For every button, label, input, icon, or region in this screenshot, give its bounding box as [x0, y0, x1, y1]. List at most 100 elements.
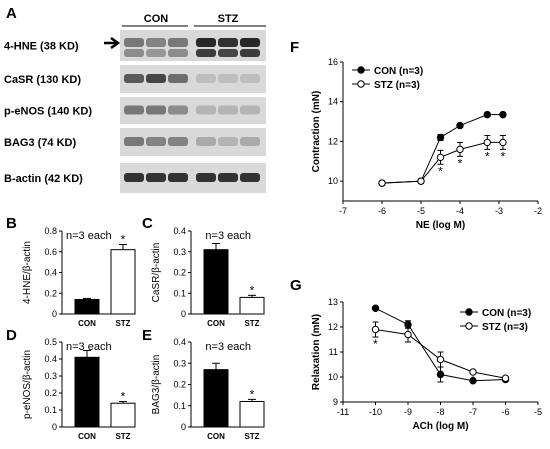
bar-con	[74, 356, 100, 428]
y-tick-label: 0.4	[44, 354, 57, 364]
x-axis-label: ACh (log M)	[412, 421, 468, 432]
x-tick-label: STZ	[115, 432, 130, 441]
x-tick-label: -5	[534, 407, 542, 417]
y-tick-label: 0.6	[44, 247, 57, 257]
bar-con	[203, 249, 229, 315]
y-axis-label: CaSR/β-actin	[151, 243, 162, 303]
blot-band	[146, 173, 166, 182]
y-axis-label: 4-HNE/β-actin	[22, 241, 33, 304]
blot-band	[124, 137, 144, 146]
blot-band	[124, 74, 144, 83]
blot-group-con: CON	[144, 13, 169, 25]
blot-label-4hne: 4-HNE (38 KD)	[4, 41, 79, 53]
y-tick-label: 0.4	[44, 268, 57, 278]
y-tick-label: 0.5	[44, 337, 57, 347]
bar-con	[203, 369, 229, 428]
x-tick-label: STZ	[115, 319, 130, 328]
x-tick-label: -9	[404, 407, 412, 417]
bar-stz	[110, 402, 136, 428]
bar-stz	[239, 296, 265, 315]
blot-label-bactin: B-actin (42 KD)	[4, 173, 83, 185]
y-tick-label: 14	[328, 97, 338, 107]
blot-label-bag3: BAG3 (74 KD)	[4, 137, 76, 149]
data-point	[404, 330, 412, 339]
y-tick-label: 10	[328, 176, 338, 186]
y-tick-label: 0.1	[173, 288, 186, 298]
significance-mark: *	[485, 149, 490, 163]
y-tick-label: 0.2	[44, 288, 57, 298]
blot-band	[240, 38, 260, 47]
blot-band	[196, 38, 216, 47]
x-tick-label: CON	[78, 319, 96, 328]
blot-band	[240, 137, 260, 146]
arrow-icon	[104, 36, 121, 50]
data-point	[378, 179, 386, 187]
y-tick-label: 0.3	[173, 358, 186, 368]
y-tick-label: 0	[52, 422, 57, 432]
x-tick-label: CON	[78, 432, 96, 441]
y-tick-label: 0.8	[44, 226, 57, 236]
legend-marker	[465, 322, 473, 330]
legend-marker	[465, 308, 473, 316]
x-tick-label: STZ	[244, 319, 259, 328]
blot-band	[146, 137, 166, 146]
blot-band	[240, 173, 260, 182]
blot-band	[196, 49, 216, 57]
x-tick-label: -7	[469, 407, 477, 417]
significance-mark: *	[373, 337, 378, 351]
blot-band	[168, 49, 188, 57]
bar-chart-e: 0 0.1 0.2 0.3 0.4 BAG3/β-actin CON STZ * n=3 each	[151, 337, 265, 441]
blot-band	[124, 38, 144, 47]
y-tick-label: 0.3	[44, 371, 57, 381]
data-point	[469, 377, 477, 385]
y-tick-label: 11	[329, 347, 338, 357]
bar-chart-c: 0 0.1 0.2 0.3 0.4 CaSR/β-actin CON STZ * n=3 each	[151, 226, 265, 328]
y-axis-label: BAG3/β-actin	[151, 355, 162, 415]
data-point	[483, 110, 491, 119]
y-tick-label: 12	[328, 136, 338, 146]
significance-mark: *	[438, 164, 443, 178]
x-tick-label: CON	[207, 319, 225, 328]
x-tick-label: CON	[207, 432, 225, 441]
line-chart-f: -7 -6 -5 -4 -3 -2 10 12 14 16 NE (log M) Contractio…	[311, 57, 542, 231]
x-tick-label: -6	[501, 407, 509, 417]
blot-band	[146, 38, 166, 47]
x-tick-label: -10	[369, 407, 382, 417]
blot-band	[146, 74, 166, 83]
data-point	[469, 368, 477, 376]
blot-band	[218, 74, 238, 83]
y-tick-label: 12	[328, 322, 338, 332]
x-axis-label: NE (log M)	[416, 220, 465, 231]
blot-band	[146, 49, 166, 57]
significance-mark: *	[501, 149, 506, 163]
y-tick-label: 0.4	[173, 337, 186, 347]
blot-label-penos: p-eNOS (140 KD)	[4, 106, 92, 118]
x-tick-label: -6	[378, 206, 386, 216]
data-point	[436, 153, 445, 162]
panel-label-c: C	[142, 215, 153, 232]
y-axis-label: Relaxation (mN)	[311, 314, 322, 390]
sample-size-annotation: n=3 each	[66, 341, 112, 353]
significance-mark: *	[121, 232, 126, 246]
blot-band	[124, 173, 144, 182]
bar-stz	[239, 401, 265, 428]
panel-label-d: D	[6, 327, 17, 344]
blot-group-stz: STZ	[218, 13, 239, 25]
data-point	[436, 370, 445, 379]
blot-band	[218, 49, 238, 57]
blot-band	[218, 38, 238, 47]
y-axis-label: Contraction (mN)	[311, 91, 322, 173]
data-point	[499, 110, 507, 119]
blot-label-casr: CaSR (130 KD)	[4, 74, 81, 86]
legend-label: STZ (n=3)	[482, 322, 528, 333]
blot-band	[168, 74, 188, 83]
y-axis-label: p-eNOS/β-actin	[22, 350, 33, 419]
sample-size-annotation: n=3 each	[66, 230, 112, 242]
y-tick-label: 0.2	[44, 388, 57, 398]
blot-band	[168, 38, 188, 47]
blot-band	[218, 173, 238, 182]
data-point	[456, 121, 464, 130]
x-tick-label: STZ	[244, 432, 259, 441]
y-tick-label: 10	[328, 372, 338, 382]
line-chart-g: -11 -10 -9 -8 -7 -6 -5 9 10 11 12 13 ACh (log M) Rela…	[311, 297, 542, 432]
